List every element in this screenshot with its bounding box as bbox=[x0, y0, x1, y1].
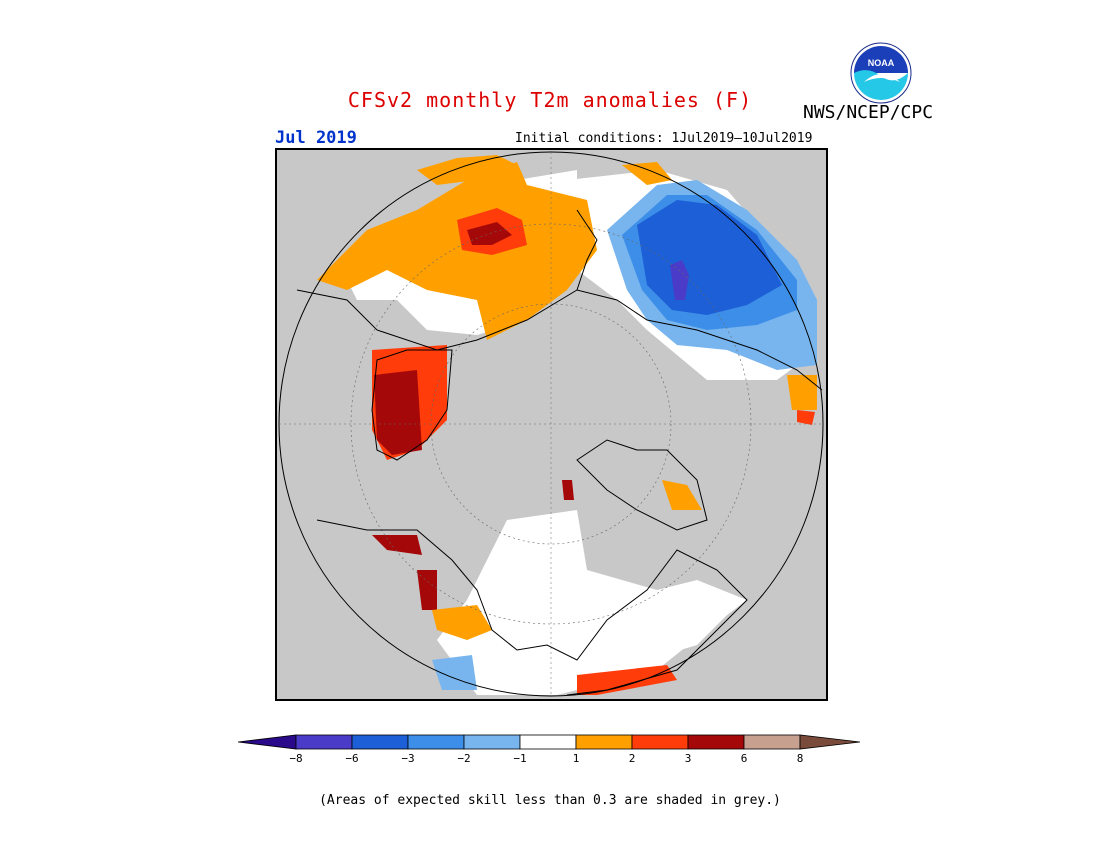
scale-bin bbox=[407, 734, 465, 750]
scale-tick-label: 8 bbox=[796, 752, 804, 765]
scale-tick-label: −3 bbox=[401, 752, 415, 765]
scale-bin bbox=[687, 734, 745, 750]
anomaly-orange-labrador bbox=[662, 480, 702, 510]
scale-tick-label: 1 bbox=[572, 752, 580, 765]
scale-tick-label: −6 bbox=[345, 752, 359, 765]
scale-tick-label: −1 bbox=[513, 752, 527, 765]
scale-bin bbox=[743, 734, 801, 750]
coastline-scandinavia bbox=[576, 209, 598, 291]
scale-arrow-cold bbox=[238, 734, 297, 750]
anomaly-orange-europe bbox=[317, 162, 597, 340]
anomaly-lightblue-us bbox=[432, 655, 477, 690]
noaa-logo: NOAA bbox=[850, 42, 912, 104]
scale-tick-label: 3 bbox=[684, 752, 692, 765]
anomaly-red-us bbox=[577, 665, 677, 695]
scale-bin bbox=[575, 734, 633, 750]
color-scale-bar bbox=[238, 734, 861, 750]
scale-tick-label: −8 bbox=[289, 752, 303, 765]
scale-bin bbox=[519, 734, 577, 750]
anomaly-darkred-greenland bbox=[374, 370, 422, 455]
scale-tick-label: −2 bbox=[457, 752, 471, 765]
scale-tick-label: 2 bbox=[628, 752, 636, 765]
anomaly-red-iceland bbox=[797, 410, 815, 425]
anomaly-darkred-alaska bbox=[372, 535, 422, 555]
map-svg bbox=[277, 150, 826, 699]
anomaly-darkred-coast bbox=[417, 570, 437, 610]
scale-bin bbox=[463, 734, 521, 750]
anomaly-darkred-europe bbox=[467, 222, 512, 245]
coastline-north-america bbox=[316, 519, 748, 696]
coastline-greenland bbox=[371, 349, 453, 461]
polar-map bbox=[275, 148, 828, 701]
scale-bin bbox=[295, 734, 353, 750]
valid-month: Jul 2019 bbox=[275, 128, 357, 148]
anomaly-purple-siberia bbox=[670, 260, 689, 300]
anomaly-orange-iceland bbox=[787, 375, 817, 410]
anomaly-darkred-island bbox=[562, 480, 574, 500]
scale-tick-label: 6 bbox=[740, 752, 748, 765]
scale-arrow-warm bbox=[799, 734, 861, 750]
scale-bin bbox=[351, 734, 409, 750]
agency-label: NWS/NCEP/CPC bbox=[803, 102, 934, 123]
chart-title: CFSv2 monthly T2m anomalies (F) bbox=[347, 88, 753, 112]
anomaly-orange-siberia-coast bbox=[622, 162, 672, 185]
anomaly-orange-bc bbox=[432, 605, 492, 640]
anomaly-orange-north bbox=[417, 155, 517, 185]
scale-bin bbox=[631, 734, 689, 750]
coastline-arctic-islands bbox=[576, 439, 708, 531]
skill-footnote: (Areas of expected skill less than 0.3 a… bbox=[319, 793, 781, 808]
initial-conditions: Initial conditions: 1Jul2019–10Jul2019 bbox=[515, 131, 813, 146]
anomaly-white-canada bbox=[607, 590, 737, 660]
logo-text: NOAA bbox=[868, 58, 895, 68]
